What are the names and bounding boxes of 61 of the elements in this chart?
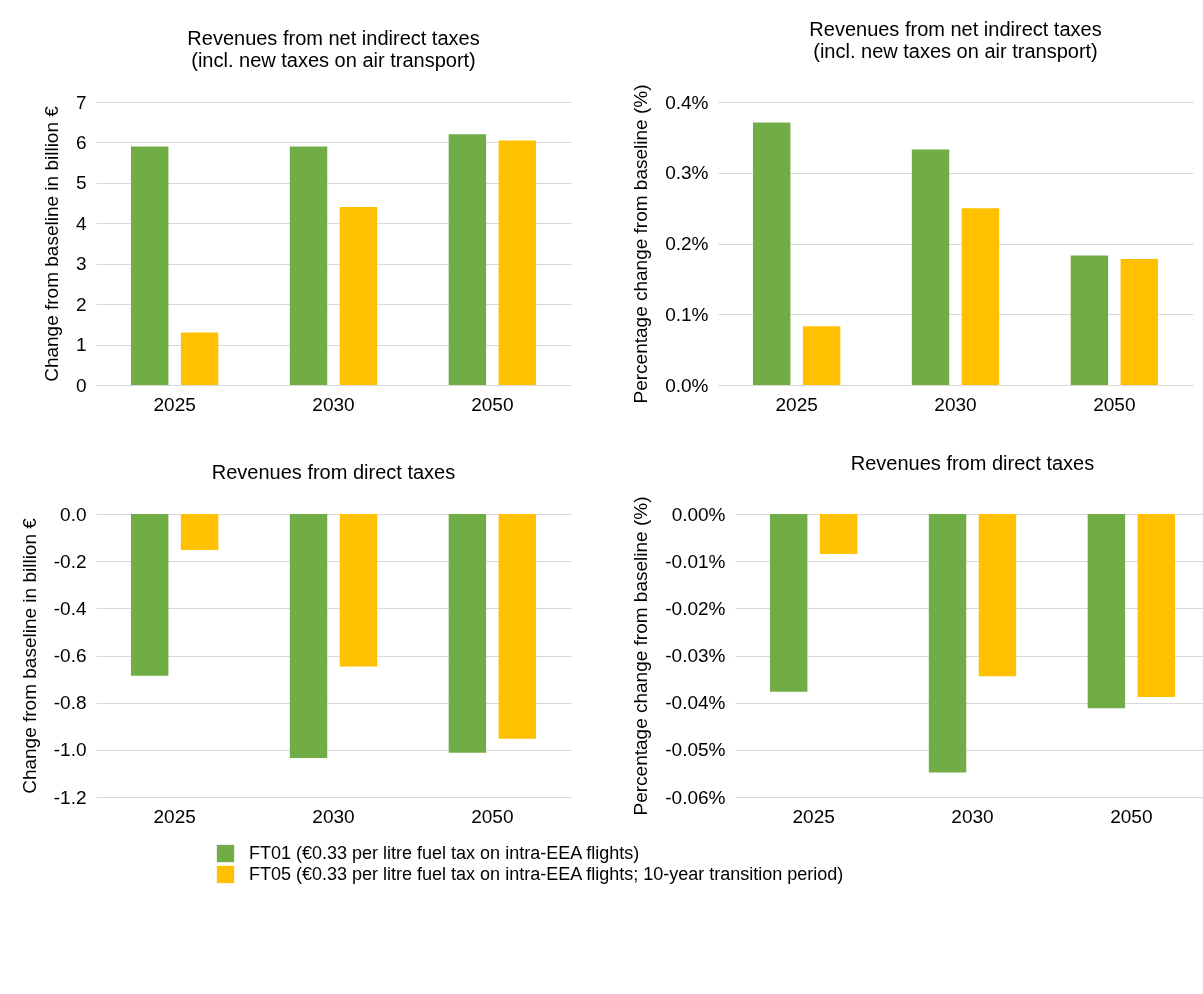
y-tick-label: -0.05%	[665, 739, 726, 761]
bar	[802, 326, 841, 385]
y-tick-label: 0.2%	[665, 233, 709, 254]
x-tick-label: 2050	[1110, 805, 1153, 827]
bar	[1120, 259, 1159, 385]
x-tick-label: 2030	[934, 393, 977, 415]
x-tick-label: 2030	[951, 805, 994, 827]
y-tick-label: 6	[75, 131, 87, 153]
y-tick-label: 1	[75, 334, 87, 356]
y-tick-label: -0.4	[53, 597, 87, 619]
y-tick-label: -0.01%	[665, 550, 726, 572]
y-axis-title: Percentage change from baseline (%)	[630, 496, 652, 816]
y-tick-label: -0.2	[53, 550, 87, 572]
y-tick-label: -0.03%	[665, 645, 726, 666]
y-tick-label: 0.1%	[665, 303, 709, 325]
y-tick-label: 3	[75, 253, 87, 275]
x-tick-label: 2030	[312, 805, 355, 827]
y-tick-label: -0.06%	[665, 786, 726, 808]
chart-title: Revenues from direct taxes	[850, 452, 1095, 475]
y-tick-label: 2	[75, 293, 87, 315]
x-tick-label: 2050	[471, 393, 514, 415]
y-tick-label: 0.4%	[665, 91, 709, 113]
y-tick-label: 0.00%	[671, 503, 726, 525]
y-tick-label: -0.04%	[665, 692, 726, 714]
y-axis-title: Change from baseline in billion €	[18, 517, 40, 794]
y-axis-title: Change from baseline in billion €	[40, 105, 62, 382]
bar	[448, 134, 487, 385]
y-tick-label: 4	[75, 212, 87, 234]
y-tick-label: 0.0	[60, 503, 87, 525]
bar	[498, 140, 537, 385]
legend-label: FT05 (€0.33 per litre fuel tax on intra-EEA flights; 10-year transition period)	[249, 863, 844, 884]
x-tick-label: 2025	[775, 393, 818, 415]
y-axis-title: Percentage change from baseline (%)	[630, 84, 652, 404]
y-tick-label: 0.0%	[665, 374, 709, 396]
y-tick-label: -1.2	[53, 786, 87, 808]
y-tick-label: -0.02%	[665, 597, 726, 619]
x-tick-label: 2025	[153, 393, 196, 415]
y-tick-label: 5	[75, 172, 87, 194]
y-tick-label: -0.6	[53, 645, 87, 666]
y-tick-label: 0	[75, 374, 87, 396]
chart-title: Revenues from direct taxes	[211, 461, 456, 483]
bar	[339, 207, 378, 385]
x-tick-label: 2030	[312, 393, 355, 415]
bar	[289, 146, 328, 385]
bar	[752, 122, 791, 385]
bar	[180, 332, 219, 385]
bar	[961, 208, 1000, 385]
chart-title: Revenues from net indirect taxes (incl. new taxes on air transport)	[187, 27, 480, 71]
y-tick-label: -0.8	[53, 692, 87, 714]
y-tick-label: 7	[75, 91, 87, 113]
bar	[911, 149, 950, 385]
x-tick-label: 2050	[1093, 393, 1136, 415]
x-tick-label: 2025	[153, 805, 196, 827]
bar	[130, 146, 169, 385]
x-tick-label: 2050	[471, 805, 514, 827]
chart-title: Revenues from net indirect taxes (incl. new taxes on air transport)	[809, 18, 1102, 63]
bar	[1070, 255, 1109, 385]
x-tick-label: 2025	[792, 805, 835, 827]
y-tick-label: -1.0	[53, 739, 87, 761]
y-tick-label: 0.3%	[665, 162, 709, 184]
legend-label: FT01 (€0.33 per litre fuel tax on intra-EEA flights)	[249, 842, 640, 863]
